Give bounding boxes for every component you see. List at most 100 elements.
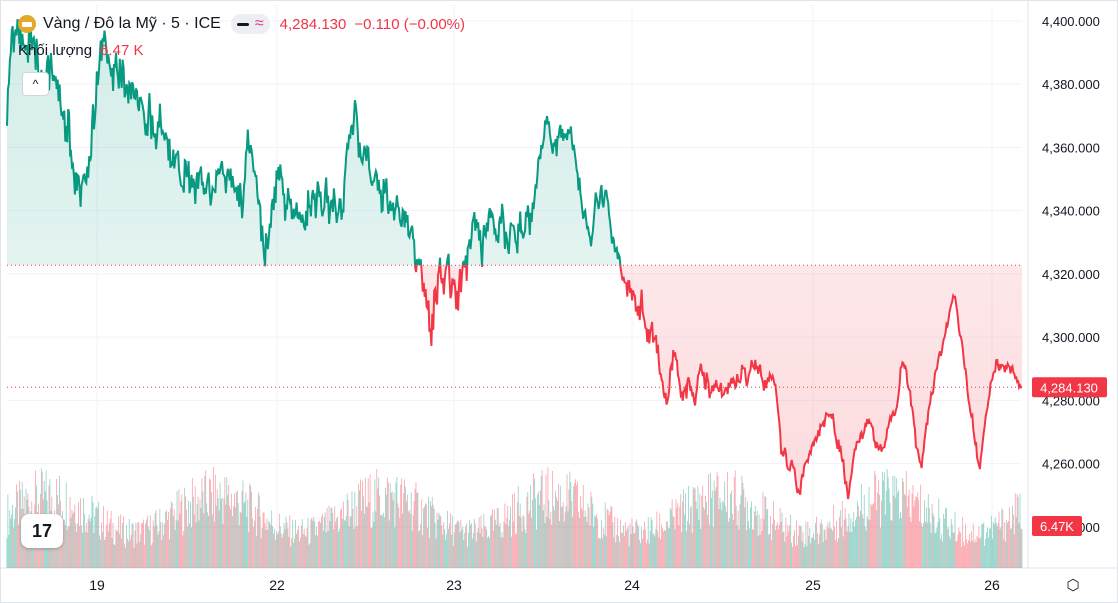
volume-bar xyxy=(773,501,774,568)
volume-bar xyxy=(623,535,625,568)
volume-bar xyxy=(941,534,943,568)
volume-bar xyxy=(785,517,787,568)
volume-bar xyxy=(747,501,749,568)
volume-bar xyxy=(353,528,355,568)
volume-bar xyxy=(869,519,871,568)
volume-bar xyxy=(308,544,310,568)
volume-bar xyxy=(584,510,586,568)
volume-bar xyxy=(510,506,512,568)
volume-bar xyxy=(193,514,195,568)
volume-bar xyxy=(862,518,864,568)
volume-bar xyxy=(721,510,723,568)
volume-bar xyxy=(234,507,236,568)
volume-bar xyxy=(787,524,789,568)
volume-bar xyxy=(367,478,369,568)
volume-bar xyxy=(208,515,209,568)
volume-bar xyxy=(160,522,162,568)
volume-bar xyxy=(196,503,198,568)
volume-bar xyxy=(546,516,548,568)
volume-bar xyxy=(404,479,405,568)
volume-bar xyxy=(449,513,451,568)
volume-bar xyxy=(797,535,799,568)
volume-bar xyxy=(617,518,619,568)
last-price-tag-label: 4,284.130 xyxy=(1040,380,1098,395)
volume-bar xyxy=(153,526,155,568)
volume-bar xyxy=(792,546,793,568)
volume-bar xyxy=(107,531,109,568)
volume-bar xyxy=(653,533,655,568)
volume-bar xyxy=(868,487,870,568)
volume-bar xyxy=(833,504,835,568)
volume-bar xyxy=(292,519,294,568)
volume-bar xyxy=(87,519,89,568)
volume-bar xyxy=(814,539,815,568)
volume-bar xyxy=(575,479,577,568)
price-line-below xyxy=(263,265,1022,500)
volume-bar xyxy=(330,507,332,568)
volume-bar xyxy=(245,492,247,568)
volume-bar xyxy=(592,503,594,568)
volume-bar xyxy=(854,526,856,568)
volume-bar xyxy=(361,510,362,568)
volume-bar xyxy=(515,533,517,568)
volume-bar xyxy=(207,512,209,568)
volume-bar xyxy=(641,527,642,568)
volume-bar xyxy=(772,523,773,568)
collapse-legend-button[interactable]: ^ xyxy=(22,72,49,96)
volume-bar xyxy=(687,485,689,568)
volume-bar xyxy=(658,537,660,568)
volume-bar xyxy=(583,517,585,568)
tradingview-logo[interactable]: 17 xyxy=(21,514,63,548)
volume-bar xyxy=(386,477,388,568)
volume-bar xyxy=(362,480,363,568)
volume-bar xyxy=(696,508,698,568)
volume-bar xyxy=(422,534,424,568)
volume-bar xyxy=(853,512,855,568)
volume-bar xyxy=(12,504,14,568)
volume-bar xyxy=(488,535,490,568)
volume-bar xyxy=(661,524,663,568)
volume-bar xyxy=(438,512,440,568)
volume-bar xyxy=(768,534,770,568)
volume-bar xyxy=(906,506,908,568)
volume-bar xyxy=(719,497,721,568)
volume-bar xyxy=(720,502,722,568)
series-toggle[interactable]: ≈ xyxy=(230,14,270,34)
volume-bar xyxy=(664,530,665,568)
volume-bar xyxy=(104,539,105,568)
volume-bar xyxy=(557,484,559,568)
volume-bar xyxy=(912,485,914,568)
volume-bar xyxy=(748,521,749,568)
volume-bar xyxy=(482,536,484,568)
symbol-title[interactable]: Vàng / Đô la Mỹ · 5 · ICE xyxy=(43,15,221,32)
volume-bar xyxy=(395,482,397,568)
volume-bar xyxy=(242,480,244,568)
volume-bar xyxy=(760,518,762,568)
volume-bar xyxy=(842,536,844,568)
volume-bar xyxy=(286,522,288,568)
volume-bar xyxy=(717,475,719,568)
volume-bar xyxy=(879,494,880,568)
volume-bar xyxy=(582,484,584,568)
volume-bar xyxy=(492,530,494,568)
volume-bar xyxy=(779,508,781,568)
volume-bar xyxy=(148,530,150,568)
volume-bar xyxy=(788,531,790,568)
volume-bar xyxy=(401,478,403,568)
volume-bar xyxy=(406,494,408,568)
volume-bar xyxy=(447,510,448,568)
settings-icon[interactable]: ⬡ xyxy=(1064,577,1082,595)
volume-bar xyxy=(894,476,896,568)
volume-bar xyxy=(964,545,965,568)
volume-bar xyxy=(448,528,449,568)
volume-bar xyxy=(219,482,221,568)
volume-bar xyxy=(946,529,948,568)
volume-bar xyxy=(940,538,942,568)
volume-bar xyxy=(569,471,571,568)
volume-bar xyxy=(159,508,161,568)
volume-bar xyxy=(870,503,872,568)
volume-bar xyxy=(118,516,120,568)
volume-bar xyxy=(15,507,16,568)
volume-bar xyxy=(589,525,591,568)
